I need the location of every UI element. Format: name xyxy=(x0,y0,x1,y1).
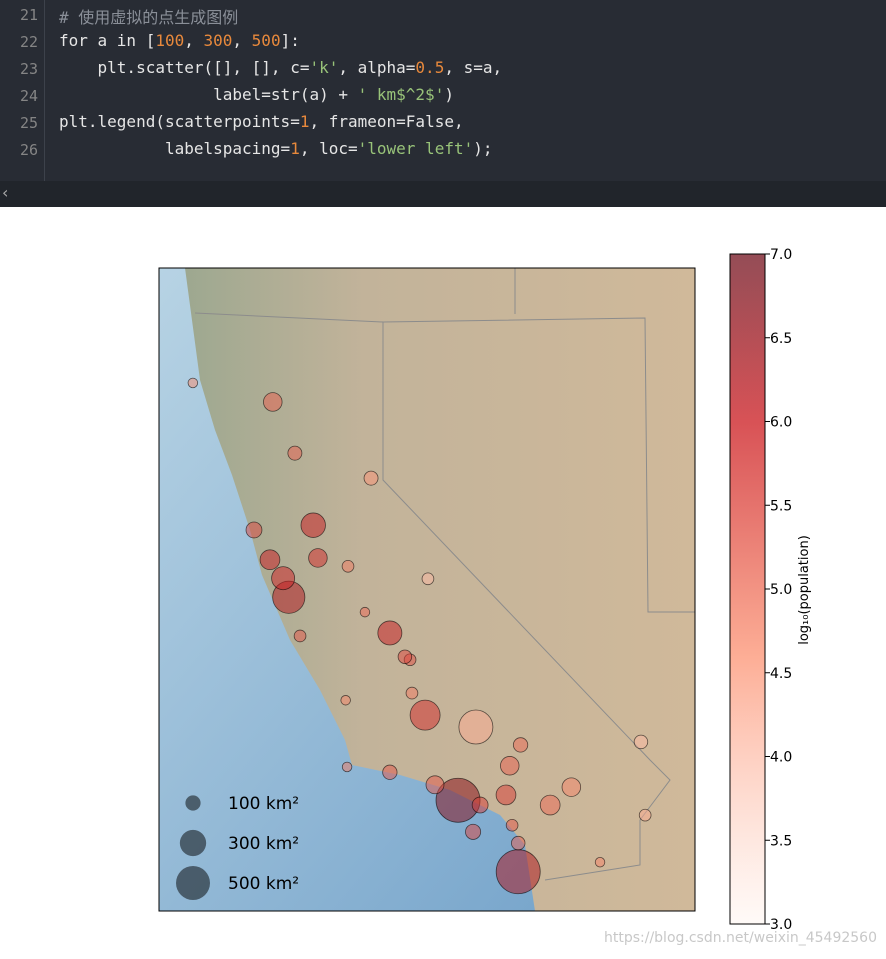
city-point xyxy=(561,777,582,797)
city-point xyxy=(421,572,435,586)
city-point xyxy=(259,549,281,571)
code-line: # 使用虚拟的点生成图例 xyxy=(59,8,239,27)
legend-marker xyxy=(179,829,207,857)
city-point xyxy=(471,796,489,814)
map xyxy=(159,268,695,911)
city-point xyxy=(409,699,441,731)
city-point xyxy=(271,566,296,591)
code-line: plt.legend(scatterpoints=1, frameon=Fals… xyxy=(59,112,464,131)
city-point xyxy=(594,856,606,868)
panel-bar: ‹ xyxy=(0,181,886,207)
line-number: 23 xyxy=(19,60,38,78)
colorbar-tick-label: 3.0 xyxy=(770,917,792,933)
city-point xyxy=(359,606,371,618)
code-line: for a in [100, 300, 500]: xyxy=(59,31,300,50)
city-point xyxy=(341,761,353,773)
colorbar-tick-label: 5.0 xyxy=(770,582,792,598)
line-number: 21 xyxy=(19,6,38,24)
city-point xyxy=(382,764,398,780)
colorbar-tick-label: 5.5 xyxy=(770,498,792,514)
code-line: label=str(a) + ' km$^2$') xyxy=(59,85,454,104)
colorbar-tick-label: 4.5 xyxy=(770,666,792,682)
legend-marker xyxy=(176,866,210,900)
city-point xyxy=(405,686,419,700)
city-point xyxy=(340,695,351,706)
city-point xyxy=(287,445,303,461)
city-point xyxy=(511,835,526,851)
city-point xyxy=(505,818,519,832)
city-point xyxy=(495,849,541,895)
land xyxy=(185,268,695,911)
city-point xyxy=(263,392,283,412)
city-point xyxy=(341,559,355,573)
map-frame xyxy=(158,267,696,912)
colorbar xyxy=(729,253,766,925)
gutter xyxy=(44,0,45,181)
city-point xyxy=(500,756,520,776)
code-editor: 21 # 使用虚拟的点生成图例 22 for a in [100, 300, 500]… xyxy=(0,0,886,181)
watermark: https://blog.csdn.net/weixin_45492560 xyxy=(604,930,877,946)
city-point xyxy=(425,775,445,795)
line-number: 25 xyxy=(19,114,38,132)
city-point xyxy=(308,548,328,568)
city-point xyxy=(465,823,482,840)
line-number: 24 xyxy=(19,87,38,105)
colorbar-tick-label: 3.5 xyxy=(770,833,792,849)
city-point xyxy=(363,470,379,486)
colorbar-tick-label: 6.0 xyxy=(770,415,792,431)
city-point xyxy=(512,737,529,753)
colorbar-tick-label: 6.5 xyxy=(770,331,792,347)
city-point xyxy=(397,649,413,664)
line-number: 26 xyxy=(19,141,38,159)
city-point xyxy=(187,377,199,389)
chart: log₁₀(population) https://blog.csdn.net/… xyxy=(158,247,877,946)
borders xyxy=(194,268,695,881)
legend-label: 500 km² xyxy=(228,874,299,894)
line-number: 22 xyxy=(19,33,38,51)
city-point xyxy=(245,521,263,539)
collapse-icon[interactable]: ‹ xyxy=(2,183,9,202)
city-point xyxy=(633,734,649,750)
colorbar-label: log₁₀(population) xyxy=(797,535,812,645)
legend-marker xyxy=(185,795,201,811)
city-point xyxy=(458,709,494,745)
colorbar-tick-label: 7.0 xyxy=(770,247,792,263)
colorbar-tick-label: 4.0 xyxy=(770,750,792,766)
city-point xyxy=(495,784,517,806)
city-point xyxy=(377,620,403,646)
city-point xyxy=(539,794,561,816)
legend-label: 300 km² xyxy=(228,834,299,854)
legend-label: 100 km² xyxy=(228,794,299,814)
code-line: labelspacing=1, loc='lower left'); xyxy=(59,139,493,158)
code-line: plt.scatter([], [], c='k', alpha=0.5, s=… xyxy=(59,58,503,77)
city-point xyxy=(293,629,307,643)
city-point xyxy=(300,512,326,538)
city-point xyxy=(638,808,652,822)
